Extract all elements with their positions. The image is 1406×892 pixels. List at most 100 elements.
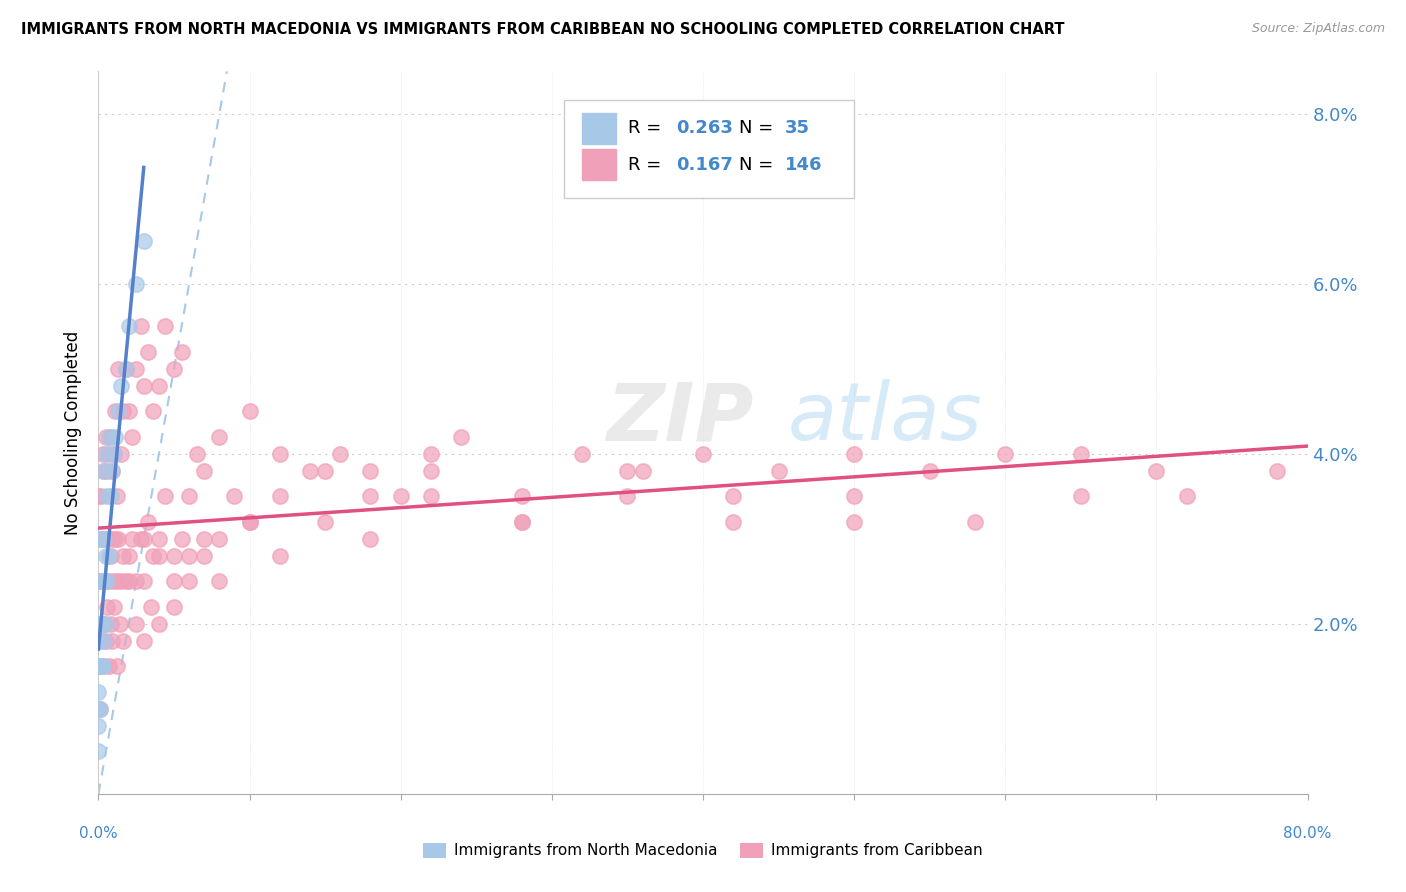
Point: [87, 574, 110, 589]
Point: [98, 659, 121, 673]
Point: [844, 447, 866, 461]
Point: [918, 464, 941, 478]
Point: [1070, 489, 1092, 503]
Point: [110, 574, 132, 589]
Point: [96, 599, 118, 614]
Point: [224, 489, 246, 503]
Point: [101, 532, 124, 546]
Point: [94, 447, 117, 461]
Point: [163, 362, 186, 376]
Point: [114, 362, 136, 376]
Point: [768, 464, 790, 478]
Point: [129, 319, 152, 334]
Point: [118, 549, 141, 563]
Point: [125, 362, 148, 376]
Point: [132, 379, 155, 393]
Point: [94, 430, 117, 444]
Point: [179, 549, 201, 563]
Point: [132, 633, 155, 648]
Point: [129, 532, 152, 546]
Text: N =: N =: [740, 155, 779, 174]
Point: [98, 430, 121, 444]
Point: [420, 447, 443, 461]
Point: [1267, 464, 1289, 478]
Text: 0.263: 0.263: [676, 120, 734, 137]
Point: [100, 430, 122, 444]
Text: 35: 35: [785, 120, 810, 137]
Point: [87, 702, 110, 716]
Point: [105, 489, 128, 503]
Point: [193, 464, 215, 478]
Point: [105, 574, 128, 589]
Point: [125, 616, 148, 631]
FancyBboxPatch shape: [564, 100, 855, 198]
Point: [94, 549, 117, 563]
Point: [193, 549, 215, 563]
Point: [132, 235, 155, 249]
Text: ZIP: ZIP: [606, 379, 754, 458]
Point: [510, 515, 533, 529]
Point: [208, 574, 231, 589]
Point: [389, 489, 412, 503]
Point: [163, 549, 186, 563]
Point: [118, 404, 141, 418]
Point: [179, 574, 201, 589]
Text: N =: N =: [740, 120, 779, 137]
Point: [269, 447, 291, 461]
Point: [360, 464, 382, 478]
Point: [98, 549, 121, 563]
Point: [91, 616, 114, 631]
Point: [101, 464, 124, 478]
Point: [90, 659, 112, 673]
Point: [111, 633, 134, 648]
Text: 0.167: 0.167: [676, 155, 734, 174]
Point: [571, 447, 593, 461]
Point: [104, 532, 127, 546]
Point: [170, 344, 193, 359]
Point: [186, 447, 208, 461]
Point: [121, 430, 143, 444]
Point: [107, 404, 129, 418]
Point: [93, 659, 115, 673]
Point: [360, 532, 382, 546]
Point: [104, 430, 127, 444]
Bar: [582, 113, 616, 144]
Point: [90, 532, 112, 546]
Point: [87, 744, 110, 758]
Point: [90, 616, 112, 631]
Text: R =: R =: [628, 155, 666, 174]
Point: [114, 362, 136, 376]
Point: [87, 633, 110, 648]
Point: [94, 616, 117, 631]
Point: [101, 464, 124, 478]
Point: [91, 532, 114, 546]
Point: [93, 464, 115, 478]
Point: [141, 599, 163, 614]
Point: [89, 702, 111, 716]
Point: [111, 549, 134, 563]
Point: [125, 277, 148, 291]
Point: [105, 659, 128, 673]
Point: [90, 633, 112, 648]
Point: [94, 574, 117, 589]
Point: [965, 515, 987, 529]
Point: [87, 659, 110, 673]
Point: [420, 464, 443, 478]
Point: [1144, 464, 1167, 478]
Point: [163, 574, 186, 589]
Text: 0.0%: 0.0%: [79, 826, 118, 841]
Point: [89, 574, 111, 589]
Point: [87, 489, 110, 503]
Point: [153, 489, 176, 503]
Point: [108, 616, 131, 631]
Point: [87, 719, 110, 733]
Point: [94, 633, 117, 648]
Point: [136, 515, 159, 529]
Point: [121, 532, 143, 546]
Point: [93, 532, 115, 546]
Point: [100, 549, 122, 563]
Point: [93, 616, 115, 631]
Point: [90, 489, 112, 503]
Point: [110, 379, 132, 393]
Point: [314, 515, 336, 529]
